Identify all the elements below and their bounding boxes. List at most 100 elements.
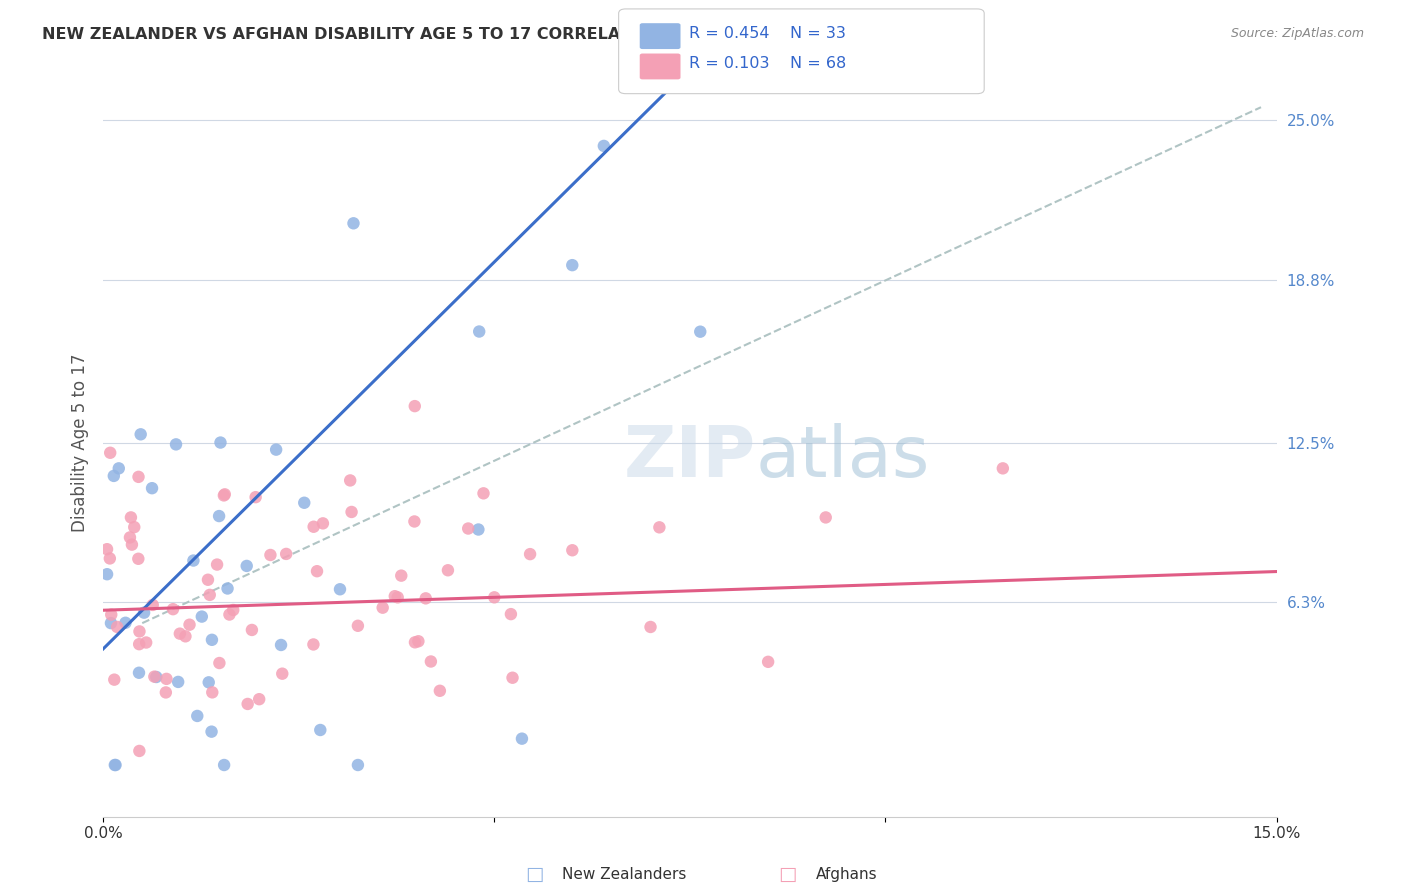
Afghans — [201, 685, 224, 699]
New Zealanders — [100, 616, 122, 631]
Afghans — [404, 515, 426, 529]
Afghans — [128, 624, 150, 639]
New Zealanders — [342, 216, 364, 230]
New Zealanders — [103, 469, 125, 483]
New Zealanders — [467, 523, 489, 537]
Afghans — [120, 510, 142, 524]
Afghans — [457, 522, 479, 536]
Afghans — [198, 588, 221, 602]
Afghans — [245, 490, 267, 504]
Afghans — [214, 487, 236, 501]
Afghans — [128, 470, 150, 484]
Afghans — [222, 603, 245, 617]
Afghans — [208, 656, 231, 670]
Afghans — [302, 520, 325, 534]
New Zealanders — [510, 731, 533, 746]
Text: ZIP: ZIP — [624, 423, 756, 492]
New Zealanders — [212, 758, 235, 772]
New Zealanders — [186, 709, 208, 723]
Afghans — [118, 530, 141, 544]
New Zealanders — [183, 553, 205, 567]
Afghans — [100, 607, 122, 622]
New Zealanders — [191, 609, 214, 624]
Afghans — [419, 655, 441, 669]
Afghans — [408, 634, 430, 648]
New Zealanders — [165, 437, 187, 451]
New Zealanders — [329, 582, 352, 597]
Text: Source: ZipAtlas.com: Source: ZipAtlas.com — [1230, 27, 1364, 40]
Afghans — [128, 744, 150, 758]
Afghans — [240, 623, 263, 637]
New Zealanders — [114, 615, 136, 630]
Afghans — [437, 563, 460, 577]
New Zealanders — [209, 435, 232, 450]
New Zealanders — [592, 139, 614, 153]
Afghans — [155, 685, 177, 699]
Afghans — [371, 600, 394, 615]
Y-axis label: Disability Age 5 to 17: Disability Age 5 to 17 — [72, 353, 89, 532]
Afghans — [236, 697, 259, 711]
Afghans — [96, 542, 118, 557]
Afghans — [143, 670, 166, 684]
New Zealanders — [132, 606, 155, 620]
Afghans — [389, 568, 412, 582]
New Zealanders — [309, 723, 332, 737]
Afghans — [429, 683, 451, 698]
New Zealanders — [145, 670, 167, 684]
Afghans — [519, 547, 541, 561]
Afghans — [174, 629, 197, 643]
New Zealanders — [208, 509, 231, 524]
Afghans — [339, 474, 361, 488]
Afghans — [347, 619, 370, 633]
New Zealanders — [347, 758, 370, 772]
New Zealanders — [264, 442, 287, 457]
New Zealanders — [167, 674, 190, 689]
Afghans — [135, 635, 157, 649]
Afghans — [276, 547, 298, 561]
Afghans — [991, 461, 1014, 475]
Afghans — [302, 637, 325, 651]
Afghans — [756, 655, 779, 669]
Afghans — [415, 591, 437, 606]
New Zealanders — [270, 638, 292, 652]
Afghans — [384, 589, 406, 603]
New Zealanders — [201, 632, 224, 647]
New Zealanders — [292, 496, 315, 510]
Afghans — [142, 598, 165, 612]
New Zealanders — [128, 665, 150, 680]
Text: □: □ — [524, 864, 544, 884]
Afghans — [162, 602, 184, 616]
New Zealanders — [200, 724, 222, 739]
Afghans — [105, 620, 128, 634]
Afghans — [197, 573, 219, 587]
Text: atlas: atlas — [755, 423, 929, 492]
Afghans — [640, 620, 662, 634]
Afghans — [128, 637, 150, 651]
New Zealanders — [689, 325, 711, 339]
New Zealanders — [197, 675, 219, 690]
New Zealanders — [235, 558, 257, 573]
Afghans — [247, 692, 270, 706]
Afghans — [205, 558, 228, 572]
New Zealanders — [104, 758, 127, 772]
Afghans — [212, 488, 235, 502]
Afghans — [98, 551, 121, 566]
Afghans — [814, 510, 837, 524]
Afghans — [103, 673, 125, 687]
Text: Afghans: Afghans — [815, 867, 877, 881]
Afghans — [127, 551, 149, 566]
Afghans — [502, 671, 524, 685]
Afghans — [499, 607, 522, 621]
Afghans — [121, 538, 143, 552]
New Zealanders — [107, 461, 129, 475]
Text: NEW ZEALANDER VS AFGHAN DISABILITY AGE 5 TO 17 CORRELATION CHART: NEW ZEALANDER VS AFGHAN DISABILITY AGE 5… — [42, 27, 728, 42]
Afghans — [179, 617, 201, 632]
Afghans — [404, 635, 426, 649]
Text: New Zealanders: New Zealanders — [562, 867, 686, 881]
New Zealanders — [96, 567, 118, 582]
Afghans — [484, 591, 506, 605]
Afghans — [472, 486, 495, 500]
New Zealanders — [217, 582, 239, 596]
New Zealanders — [141, 481, 163, 495]
Afghans — [312, 516, 335, 531]
